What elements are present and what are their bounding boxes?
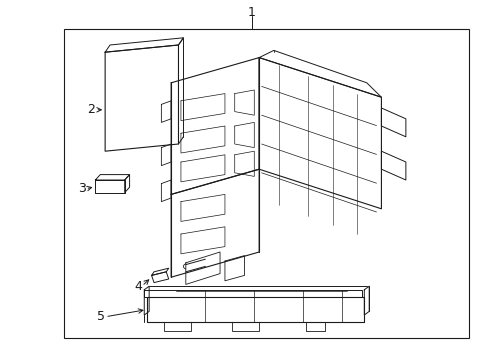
Bar: [63, 29, 468, 338]
Text: 5: 5: [97, 310, 105, 323]
Text: 3: 3: [78, 183, 85, 195]
Text: 2: 2: [87, 103, 95, 116]
Text: 4: 4: [134, 280, 142, 293]
Text: 1: 1: [247, 6, 255, 19]
